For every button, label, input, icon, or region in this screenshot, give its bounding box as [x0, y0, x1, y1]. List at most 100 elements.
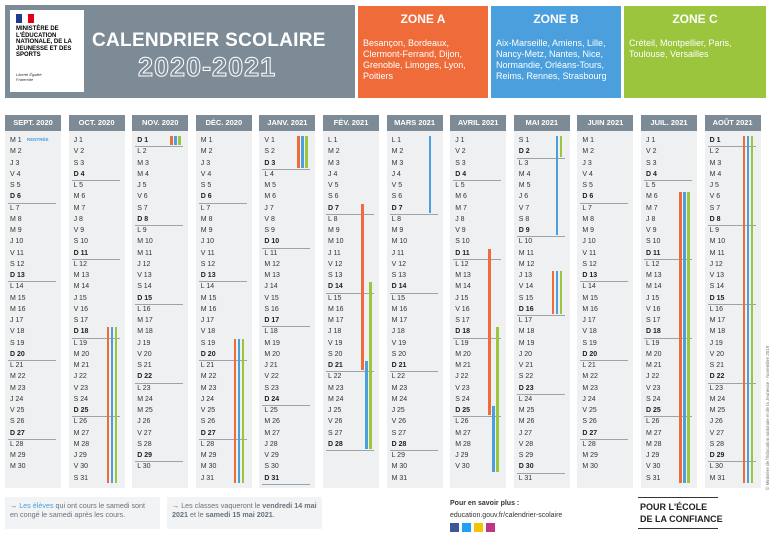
day: V 28 — [518, 440, 534, 448]
day: M 17 — [709, 317, 726, 324]
note-text: qui ont cours le samedi sont en congé le… — [10, 501, 146, 519]
day: M 8 — [200, 215, 213, 223]
day: M 3 — [328, 159, 340, 167]
day: L 30 — [709, 463, 723, 471]
day: M 3 — [137, 159, 149, 167]
week-separator — [71, 258, 120, 260]
month-header: FÉV. 2021 — [323, 115, 379, 131]
day: M 2 — [391, 148, 404, 156]
day: L 5 — [73, 182, 84, 189]
day: M 29 — [582, 452, 598, 459]
snapchat-icon[interactable] — [474, 523, 483, 532]
day: V 4 — [200, 170, 212, 178]
day: J 29 — [646, 452, 660, 459]
day: M 12 — [518, 260, 535, 268]
holiday-bar — [742, 136, 746, 483]
twitter-icon[interactable] — [462, 523, 471, 532]
day: M 25 — [518, 407, 535, 414]
day: M 3 — [391, 159, 404, 167]
day: V 13 — [137, 272, 152, 279]
day: M 30 — [10, 463, 26, 471]
day: D 29 — [709, 452, 725, 459]
day: S 6 — [391, 193, 403, 201]
day: M 14 — [73, 283, 90, 291]
day: S 26 — [200, 418, 216, 426]
note-highlight: Les élèves — [19, 501, 54, 510]
day: D 24 — [264, 395, 280, 403]
week-separator — [198, 438, 247, 440]
week-separator — [262, 247, 311, 249]
day: M 27 — [646, 429, 662, 437]
holiday-bar — [555, 136, 559, 236]
week-separator — [580, 360, 629, 361]
day: V 30 — [73, 463, 88, 471]
note-text: et le — [188, 510, 206, 519]
day: M 31 — [391, 474, 408, 482]
month-header: SEPT. 2020 — [5, 115, 61, 131]
day: D 20 — [200, 350, 216, 358]
day: M 13 — [455, 272, 471, 279]
day: S 26 — [582, 418, 597, 426]
day: V 11 — [582, 249, 597, 257]
day: S 3 — [646, 159, 657, 167]
day: M 21 — [455, 362, 471, 369]
day: J 24 — [10, 395, 24, 403]
week-separator — [198, 281, 247, 283]
week-separator — [644, 258, 692, 260]
day: S 14 — [709, 283, 724, 291]
day: S 14 — [137, 283, 152, 291]
day: L 21 — [582, 362, 596, 369]
day: M 19 — [264, 339, 280, 347]
day: V 27 — [137, 429, 152, 437]
day: V 6 — [137, 193, 148, 201]
note-text: . — [272, 510, 275, 519]
zone-academies: Créteil, Montpellier, Paris, Toulouse, V… — [624, 33, 766, 98]
day: D 7 — [391, 204, 403, 212]
instagram-icon[interactable] — [486, 523, 495, 532]
day: L 19 — [646, 339, 660, 347]
day: L 3 — [518, 159, 529, 167]
day: L 31 — [518, 474, 533, 482]
day: M 23 — [582, 384, 598, 392]
day: D 1 — [137, 137, 149, 144]
day: V 22 — [264, 373, 279, 381]
month-header: JANV. 2021 — [259, 115, 316, 131]
day: J 1 — [646, 137, 656, 144]
day: M 23 — [391, 384, 408, 392]
month-header: AVRIL 2021 — [450, 115, 507, 131]
day: D 13 — [10, 272, 25, 279]
day: M 20 — [455, 350, 471, 358]
day: V 21 — [518, 362, 534, 369]
day: L 25 — [264, 407, 278, 414]
day: D 3 — [264, 159, 276, 167]
day: M 14 — [455, 283, 471, 291]
day: M 28 — [73, 440, 90, 448]
day: S 6 — [328, 193, 339, 201]
ministry: MINISTÈRE DE L'ÉDUCATION NATIONALE, DE L… — [16, 26, 72, 58]
holiday-bar — [110, 327, 114, 483]
day: M 4 — [518, 170, 531, 178]
day: M 27 — [73, 429, 90, 437]
facebook-icon[interactable] — [450, 523, 459, 532]
week-separator — [71, 180, 120, 181]
day: M 3 — [709, 159, 722, 167]
link[interactable]: education.gouv.fr/calendrier-scolaire — [450, 512, 563, 519]
day: J 28 — [264, 440, 278, 448]
day: V 7 — [518, 204, 530, 212]
holiday-bar — [301, 136, 304, 168]
title: CALENDRIER SCOLAIRE — [92, 30, 326, 51]
month-body — [5, 131, 61, 488]
day: M 16 — [391, 305, 408, 313]
holiday-bar — [305, 136, 308, 168]
holiday-bar — [750, 136, 754, 483]
day: J 15 — [73, 294, 87, 302]
day: D 27 — [200, 429, 216, 437]
day: S 22 — [518, 373, 534, 381]
zone-header: ZONE A — [358, 6, 488, 33]
day: L 15 — [391, 294, 405, 302]
day: J 29 — [73, 452, 87, 459]
day: J 25 — [328, 407, 342, 414]
holiday-bar — [488, 248, 491, 416]
day: M 9 — [328, 227, 340, 234]
